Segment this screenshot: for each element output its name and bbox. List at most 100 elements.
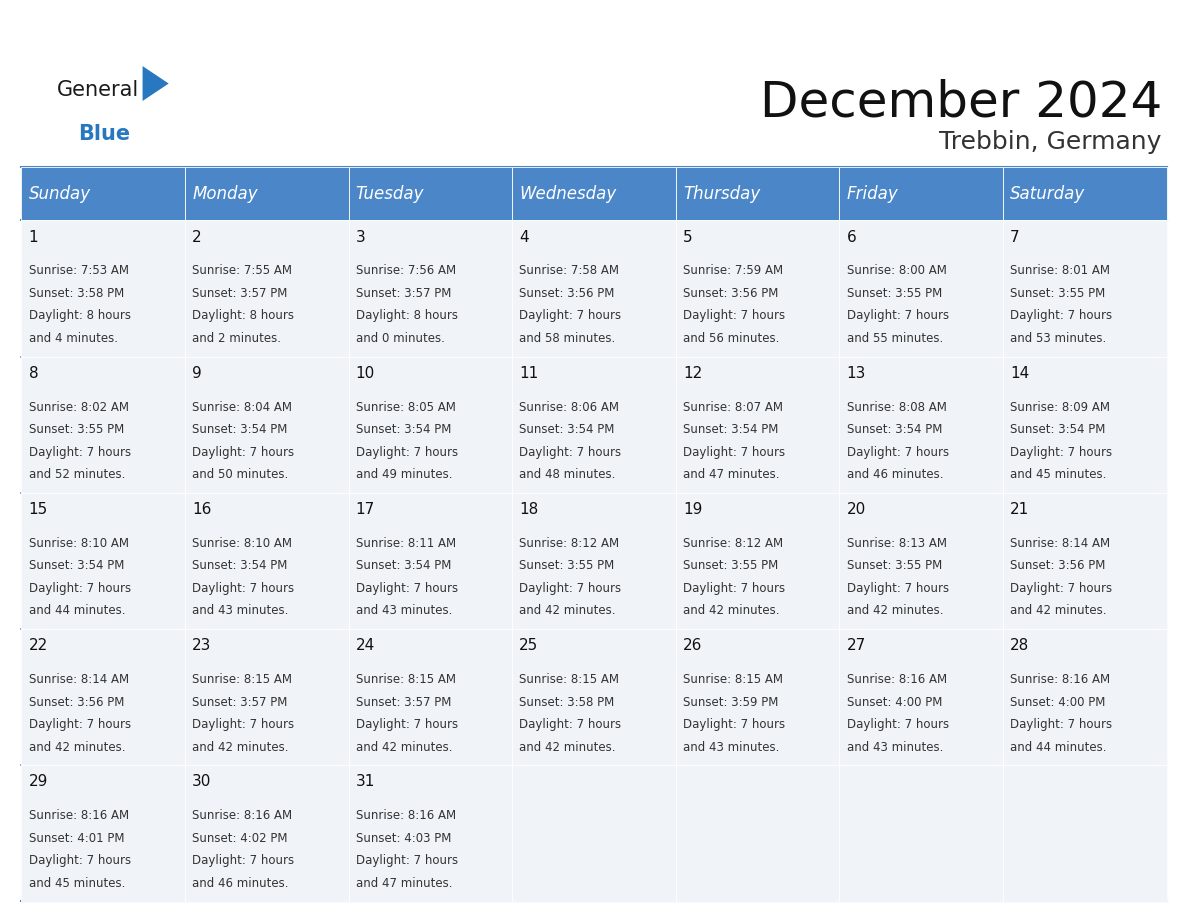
- Text: Sunset: 3:54 PM: Sunset: 3:54 PM: [192, 559, 287, 572]
- Text: 4: 4: [519, 230, 529, 244]
- Text: Daylight: 8 hours: Daylight: 8 hours: [192, 309, 295, 322]
- Text: and 43 minutes.: and 43 minutes.: [683, 741, 779, 754]
- Text: Daylight: 7 hours: Daylight: 7 hours: [355, 582, 457, 595]
- Text: Sunrise: 8:10 AM: Sunrise: 8:10 AM: [29, 537, 128, 550]
- Text: and 0 minutes.: and 0 minutes.: [355, 331, 444, 345]
- Text: and 45 minutes.: and 45 minutes.: [1010, 468, 1106, 481]
- Text: Daylight: 7 hours: Daylight: 7 hours: [683, 309, 785, 322]
- Text: and 52 minutes.: and 52 minutes.: [29, 468, 125, 481]
- Text: Sunrise: 8:04 AM: Sunrise: 8:04 AM: [192, 400, 292, 414]
- Text: and 43 minutes.: and 43 minutes.: [192, 604, 289, 617]
- Text: Daylight: 7 hours: Daylight: 7 hours: [1010, 582, 1112, 595]
- Text: and 42 minutes.: and 42 minutes.: [355, 741, 453, 754]
- Text: 19: 19: [683, 502, 702, 517]
- Text: 25: 25: [519, 638, 538, 654]
- Text: Sunset: 4:00 PM: Sunset: 4:00 PM: [1010, 696, 1106, 709]
- Text: 15: 15: [29, 502, 48, 517]
- Text: General: General: [57, 81, 139, 100]
- Text: Wednesday: Wednesday: [519, 185, 617, 203]
- Text: Sunset: 3:57 PM: Sunset: 3:57 PM: [355, 286, 451, 300]
- Text: Daylight: 7 hours: Daylight: 7 hours: [355, 445, 457, 459]
- Text: 1: 1: [29, 230, 38, 244]
- Text: Sunrise: 8:07 AM: Sunrise: 8:07 AM: [683, 400, 783, 414]
- Text: Sunrise: 8:16 AM: Sunrise: 8:16 AM: [1010, 673, 1111, 686]
- Text: Sunset: 4:00 PM: Sunset: 4:00 PM: [847, 696, 942, 709]
- Text: Daylight: 7 hours: Daylight: 7 hours: [192, 855, 295, 868]
- Text: 26: 26: [683, 638, 702, 654]
- Text: 18: 18: [519, 502, 538, 517]
- Text: 22: 22: [29, 638, 48, 654]
- Text: Daylight: 7 hours: Daylight: 7 hours: [355, 718, 457, 731]
- Text: 27: 27: [847, 638, 866, 654]
- Text: and 4 minutes.: and 4 minutes.: [29, 331, 118, 345]
- Text: and 42 minutes.: and 42 minutes.: [519, 741, 615, 754]
- Text: Sunset: 3:56 PM: Sunset: 3:56 PM: [1010, 559, 1106, 572]
- Text: Sunrise: 8:16 AM: Sunrise: 8:16 AM: [847, 673, 947, 686]
- Text: Sunrise: 8:11 AM: Sunrise: 8:11 AM: [355, 537, 456, 550]
- Text: and 2 minutes.: and 2 minutes.: [192, 331, 282, 345]
- Text: December 2024: December 2024: [759, 78, 1162, 126]
- Text: Sunset: 3:57 PM: Sunset: 3:57 PM: [192, 696, 287, 709]
- Text: Sunset: 3:54 PM: Sunset: 3:54 PM: [683, 423, 778, 436]
- Text: Daylight: 7 hours: Daylight: 7 hours: [683, 445, 785, 459]
- Text: Sunset: 3:55 PM: Sunset: 3:55 PM: [29, 423, 124, 436]
- Text: Sunday: Sunday: [29, 185, 90, 203]
- Text: Tuesday: Tuesday: [355, 185, 424, 203]
- Text: Sunset: 3:58 PM: Sunset: 3:58 PM: [519, 696, 614, 709]
- Text: Daylight: 7 hours: Daylight: 7 hours: [192, 445, 295, 459]
- Text: and 46 minutes.: and 46 minutes.: [847, 468, 943, 481]
- Text: and 48 minutes.: and 48 minutes.: [519, 468, 615, 481]
- Text: 29: 29: [29, 775, 48, 789]
- Text: Daylight: 7 hours: Daylight: 7 hours: [355, 855, 457, 868]
- Text: Monday: Monday: [192, 185, 258, 203]
- Text: 20: 20: [847, 502, 866, 517]
- Text: Sunset: 3:59 PM: Sunset: 3:59 PM: [683, 696, 778, 709]
- Text: Sunset: 3:55 PM: Sunset: 3:55 PM: [847, 286, 942, 300]
- Text: and 42 minutes.: and 42 minutes.: [847, 604, 943, 617]
- Text: Sunset: 3:58 PM: Sunset: 3:58 PM: [29, 286, 124, 300]
- Text: Sunrise: 8:15 AM: Sunrise: 8:15 AM: [683, 673, 783, 686]
- Text: Daylight: 7 hours: Daylight: 7 hours: [519, 309, 621, 322]
- Text: Sunrise: 8:09 AM: Sunrise: 8:09 AM: [1010, 400, 1110, 414]
- Text: Friday: Friday: [847, 185, 898, 203]
- Text: Sunset: 3:56 PM: Sunset: 3:56 PM: [683, 286, 778, 300]
- Text: Sunset: 3:54 PM: Sunset: 3:54 PM: [29, 559, 124, 572]
- Text: 31: 31: [355, 775, 375, 789]
- Text: Sunset: 3:57 PM: Sunset: 3:57 PM: [355, 696, 451, 709]
- Text: 14: 14: [1010, 365, 1029, 381]
- Text: Daylight: 7 hours: Daylight: 7 hours: [29, 582, 131, 595]
- Text: and 42 minutes.: and 42 minutes.: [519, 604, 615, 617]
- Text: and 47 minutes.: and 47 minutes.: [683, 468, 779, 481]
- Text: Daylight: 8 hours: Daylight: 8 hours: [355, 309, 457, 322]
- Text: Sunset: 3:54 PM: Sunset: 3:54 PM: [355, 423, 451, 436]
- Text: Sunset: 3:55 PM: Sunset: 3:55 PM: [1010, 286, 1105, 300]
- Text: Sunset: 3:54 PM: Sunset: 3:54 PM: [847, 423, 942, 436]
- Text: Daylight: 7 hours: Daylight: 7 hours: [29, 718, 131, 731]
- Text: and 42 minutes.: and 42 minutes.: [683, 604, 779, 617]
- Text: Sunrise: 7:55 AM: Sunrise: 7:55 AM: [192, 264, 292, 277]
- Text: Daylight: 7 hours: Daylight: 7 hours: [847, 718, 949, 731]
- Text: Sunrise: 8:12 AM: Sunrise: 8:12 AM: [683, 537, 783, 550]
- Text: Daylight: 7 hours: Daylight: 7 hours: [29, 445, 131, 459]
- Text: Sunrise: 8:12 AM: Sunrise: 8:12 AM: [519, 537, 619, 550]
- Text: Daylight: 7 hours: Daylight: 7 hours: [519, 582, 621, 595]
- Text: Trebbin, Germany: Trebbin, Germany: [940, 130, 1162, 154]
- Text: Sunset: 3:55 PM: Sunset: 3:55 PM: [519, 559, 614, 572]
- Text: Sunset: 3:54 PM: Sunset: 3:54 PM: [355, 559, 451, 572]
- Text: Sunrise: 8:00 AM: Sunrise: 8:00 AM: [847, 264, 947, 277]
- Text: Daylight: 7 hours: Daylight: 7 hours: [29, 855, 131, 868]
- Text: and 42 minutes.: and 42 minutes.: [192, 741, 289, 754]
- Text: Daylight: 7 hours: Daylight: 7 hours: [847, 582, 949, 595]
- Text: 24: 24: [355, 638, 375, 654]
- Text: and 58 minutes.: and 58 minutes.: [519, 331, 615, 345]
- Text: 11: 11: [519, 365, 538, 381]
- Text: Sunset: 3:55 PM: Sunset: 3:55 PM: [683, 559, 778, 572]
- Text: Daylight: 7 hours: Daylight: 7 hours: [683, 718, 785, 731]
- Text: Sunrise: 7:56 AM: Sunrise: 7:56 AM: [355, 264, 456, 277]
- Text: and 49 minutes.: and 49 minutes.: [355, 468, 453, 481]
- Text: 16: 16: [192, 502, 211, 517]
- Text: Sunset: 3:54 PM: Sunset: 3:54 PM: [1010, 423, 1106, 436]
- Text: 9: 9: [192, 365, 202, 381]
- Text: Daylight: 7 hours: Daylight: 7 hours: [519, 445, 621, 459]
- Text: and 42 minutes.: and 42 minutes.: [1010, 604, 1107, 617]
